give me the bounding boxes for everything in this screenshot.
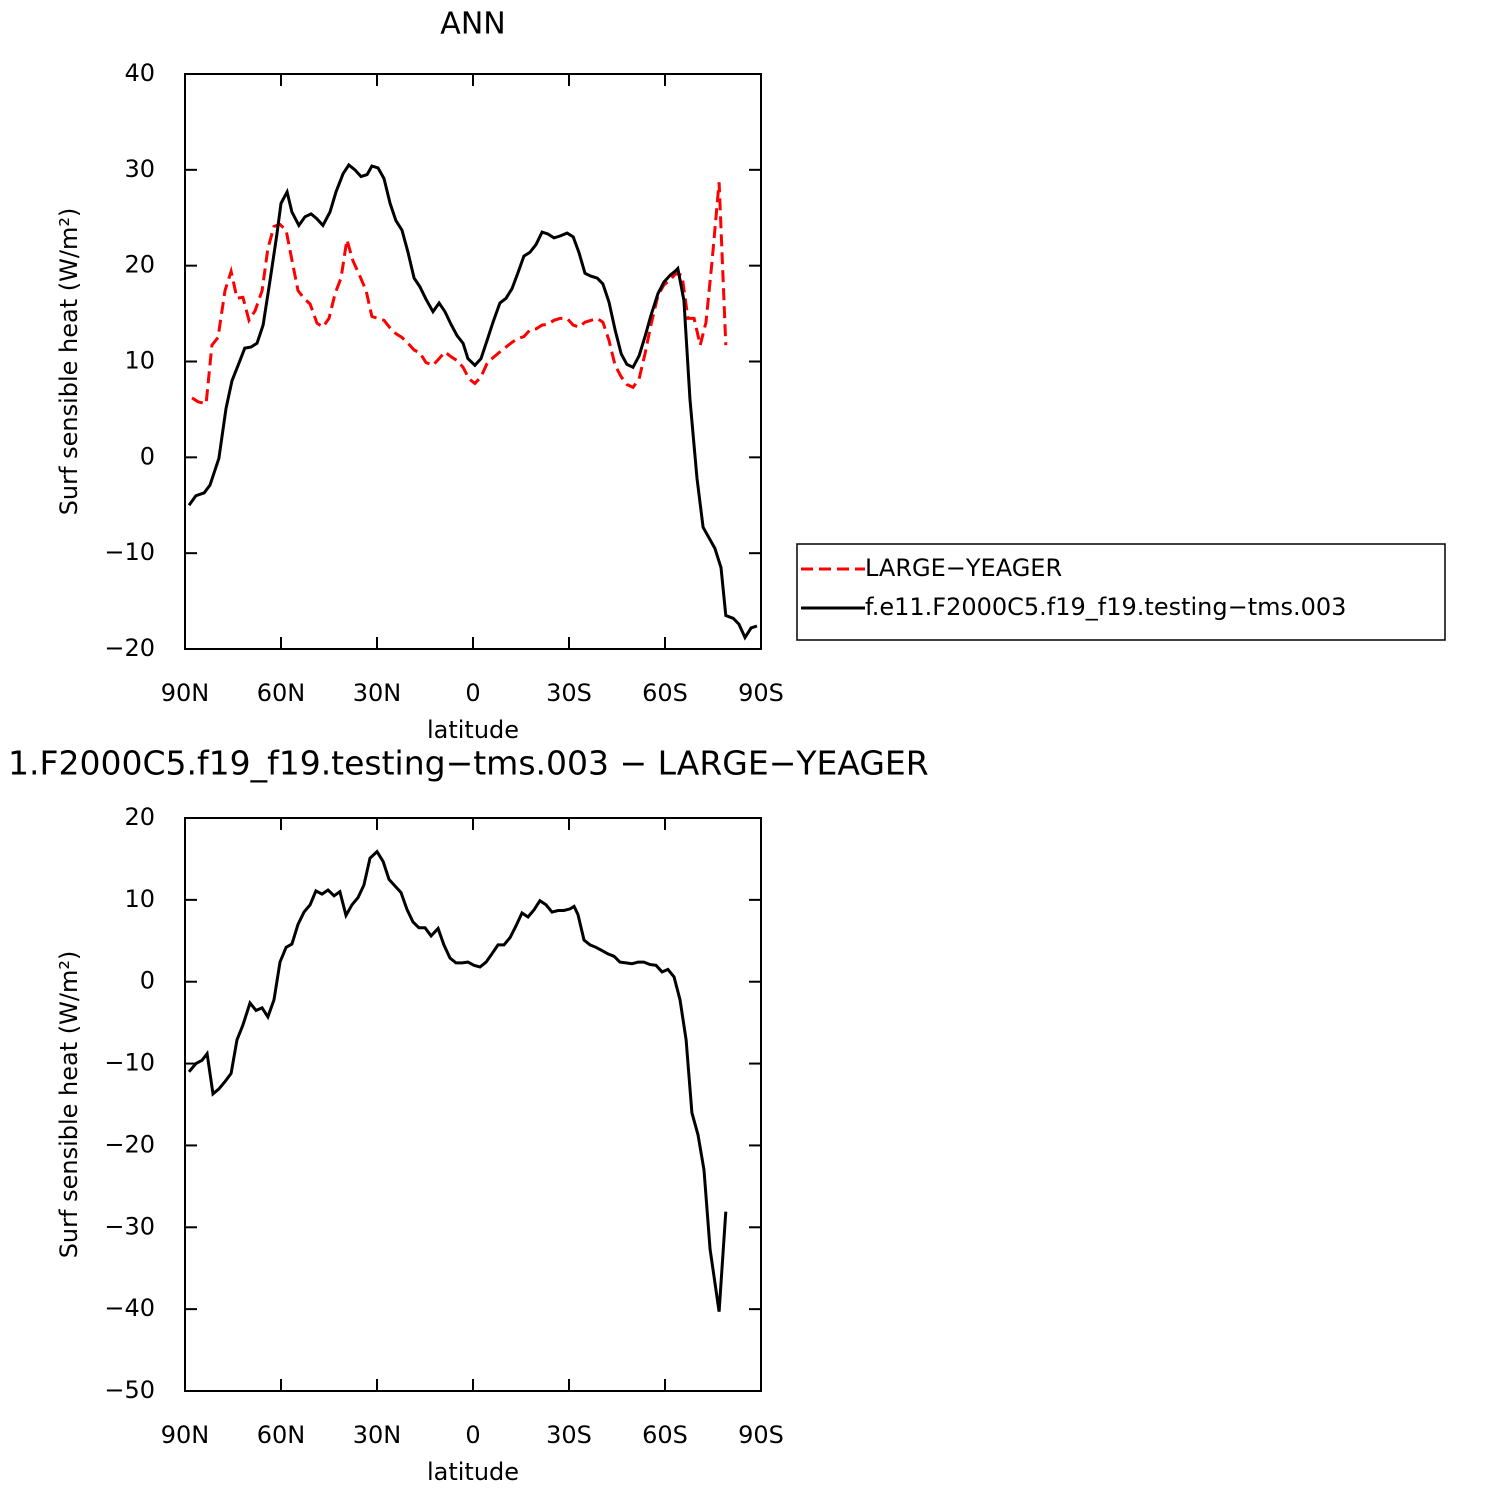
x-axis-label: latitude <box>427 1458 519 1486</box>
x-tick-label: 90N <box>161 1421 210 1449</box>
y-tick-label: −10 <box>104 538 155 566</box>
x-tick-label: 90S <box>738 679 784 707</box>
y-axis-label: Surf sensible heat (W/m²) <box>55 951 83 1259</box>
y-tick-label: −20 <box>104 1130 155 1158</box>
x-tick-label: 90S <box>738 1421 784 1449</box>
x-tick-label: 0 <box>465 1421 480 1449</box>
chart-title: 1.F2000C5.f19_f19.testing−tms.003 − LARG… <box>8 744 929 783</box>
x-tick-label: 60S <box>642 1421 688 1449</box>
y-tick-label: −40 <box>104 1294 155 1322</box>
legend-label: LARGE−YEAGER <box>865 554 1062 582</box>
x-tick-label: 30S <box>546 679 592 707</box>
y-tick-label: 40 <box>124 59 155 87</box>
y-tick-label: 10 <box>124 885 155 913</box>
y-axis-label: Surf sensible heat (W/m²) <box>55 208 83 516</box>
y-tick-label: −50 <box>104 1376 155 1404</box>
legend-label: f.e11.F2000C5.f19_f19.testing−tms.003 <box>865 593 1346 621</box>
y-tick-label: 30 <box>124 155 155 183</box>
y-tick-label: 20 <box>124 251 155 279</box>
y-tick-label: −20 <box>104 634 155 662</box>
y-tick-label: 0 <box>140 967 155 995</box>
x-tick-label: 0 <box>465 679 480 707</box>
x-tick-label: 60N <box>257 679 306 707</box>
x-tick-label: 30S <box>546 1421 592 1449</box>
plot-frame <box>184 73 762 650</box>
plot-frame <box>184 817 762 1392</box>
legend-box <box>796 543 1446 641</box>
y-tick-label: 10 <box>124 347 155 375</box>
x-tick-label: 30N <box>353 1421 402 1449</box>
data-line <box>187 849 728 1312</box>
data-line <box>191 182 728 406</box>
x-tick-label: 30N <box>353 679 402 707</box>
y-tick-label: −30 <box>104 1212 155 1240</box>
y-tick-label: 0 <box>140 442 155 470</box>
x-tick-label: 90N <box>161 679 210 707</box>
x-tick-label: 60N <box>257 1421 306 1449</box>
y-tick-label: 20 <box>124 803 155 831</box>
x-tick-label: 60S <box>642 679 688 707</box>
x-axis-label: latitude <box>427 716 519 744</box>
data-line <box>187 162 758 641</box>
y-tick-label: −10 <box>104 1049 155 1077</box>
chart-title: ANN <box>440 7 505 42</box>
